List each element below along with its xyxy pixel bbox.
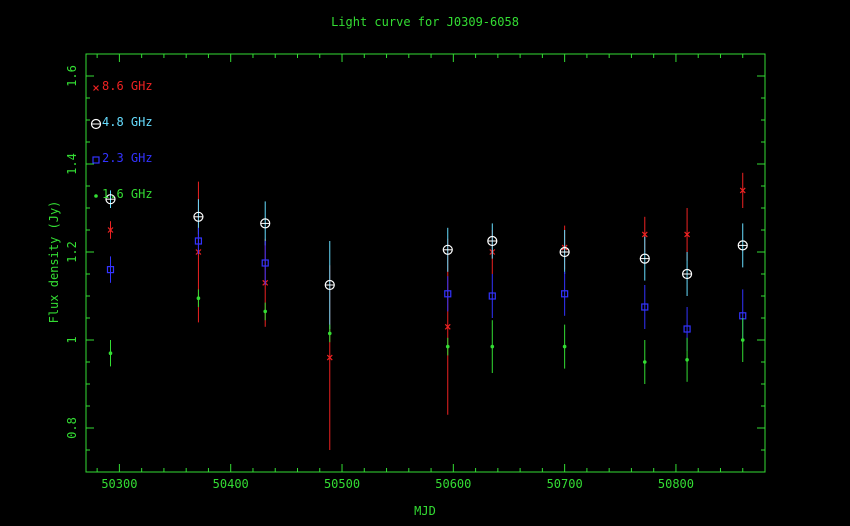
y-tick-label: 0.8 xyxy=(65,417,79,439)
circle-plus-marker xyxy=(193,211,204,222)
cross-stroke xyxy=(684,231,691,238)
cross-marker xyxy=(93,85,99,91)
cross-marker xyxy=(444,323,451,330)
square-marker xyxy=(683,325,691,333)
legend-label: 2.3 GHz xyxy=(102,151,153,165)
square-marker xyxy=(488,292,496,300)
data-marks xyxy=(105,172,748,450)
circle-plus-marker xyxy=(90,118,102,130)
cross-stroke xyxy=(107,227,114,233)
x-tick-label: 50500 xyxy=(324,477,360,491)
cross-stroke xyxy=(326,354,333,361)
square-marker xyxy=(261,259,269,267)
dot-marker xyxy=(94,194,98,198)
legend-label: 1.6 GHz xyxy=(102,187,153,201)
legend-entry: 2.3 GHz xyxy=(92,151,153,165)
cross-stroke xyxy=(641,231,648,238)
cross-stroke xyxy=(739,187,746,194)
plot-frame xyxy=(85,53,766,473)
circle-plus-marker xyxy=(737,240,748,251)
cross-marker xyxy=(684,231,691,238)
square-marker xyxy=(194,237,203,245)
y-tick-label: 1 xyxy=(65,336,79,343)
dot-marker xyxy=(740,338,745,342)
legend-label: 8.6 GHz xyxy=(102,79,153,93)
square-marker xyxy=(92,156,100,164)
series-4-8-ghz xyxy=(105,190,748,329)
axis-ticks: 50300 50400 50500 50600 50700 50800 0.8 1 1.2 1.4… xyxy=(65,53,766,491)
cross-marker xyxy=(739,187,746,194)
legend-entry: 8.6 GHz xyxy=(93,79,153,93)
dot-marker xyxy=(685,358,689,362)
y-tick-label: 1.4 xyxy=(65,153,79,175)
x-tick-label: 50600 xyxy=(435,477,471,491)
dot-marker xyxy=(490,344,495,349)
legend: 8.6 GHz 4.8 GHz 2.3 GHz 1.6 GHz xyxy=(90,79,153,201)
dot-marker xyxy=(263,309,268,314)
x-tick-label: 50700 xyxy=(547,477,583,491)
circle-plus-marker xyxy=(105,194,116,205)
circle-plus-marker xyxy=(639,253,650,264)
y-tick-label: 1.2 xyxy=(65,241,79,263)
square-marker xyxy=(641,303,649,311)
legend-label: 4.8 GHz xyxy=(102,115,153,129)
dot-marker xyxy=(327,331,332,336)
cross-marker xyxy=(641,231,648,238)
square-marker xyxy=(561,290,569,298)
dot-marker xyxy=(108,351,113,356)
circle-plus-marker xyxy=(324,279,335,291)
square-marker xyxy=(444,290,452,298)
circle-plus-marker xyxy=(487,235,498,247)
dot-marker xyxy=(196,296,201,301)
chart-title: Light curve for J0309-6058 xyxy=(331,15,519,29)
cross-stroke xyxy=(444,323,451,330)
x-tick-label: 50300 xyxy=(101,477,137,491)
legend-entry: 4.8 GHz xyxy=(90,115,153,130)
legend-entry: 1.6 GHz xyxy=(94,187,153,201)
y-tick-label: 1.6 xyxy=(65,65,79,87)
x-axis-label: MJD xyxy=(414,504,436,518)
x-tick-label: 50400 xyxy=(213,477,249,491)
cross-marker xyxy=(107,227,114,233)
y-axis-label: Flux density (Jy) xyxy=(47,201,61,324)
square-marker xyxy=(106,266,115,274)
circle-plus-marker xyxy=(559,246,570,258)
dot-marker xyxy=(562,344,567,349)
series-1-6-ghz xyxy=(108,289,745,384)
cross-marker xyxy=(326,354,333,361)
circle-plus-marker xyxy=(681,268,693,280)
dot-marker xyxy=(642,360,647,364)
circle-plus-marker xyxy=(260,218,271,229)
circle-plus-marker xyxy=(442,244,453,255)
x-tick-label: 50800 xyxy=(658,477,694,491)
dot-marker xyxy=(445,344,450,349)
cross-stroke xyxy=(93,85,99,91)
